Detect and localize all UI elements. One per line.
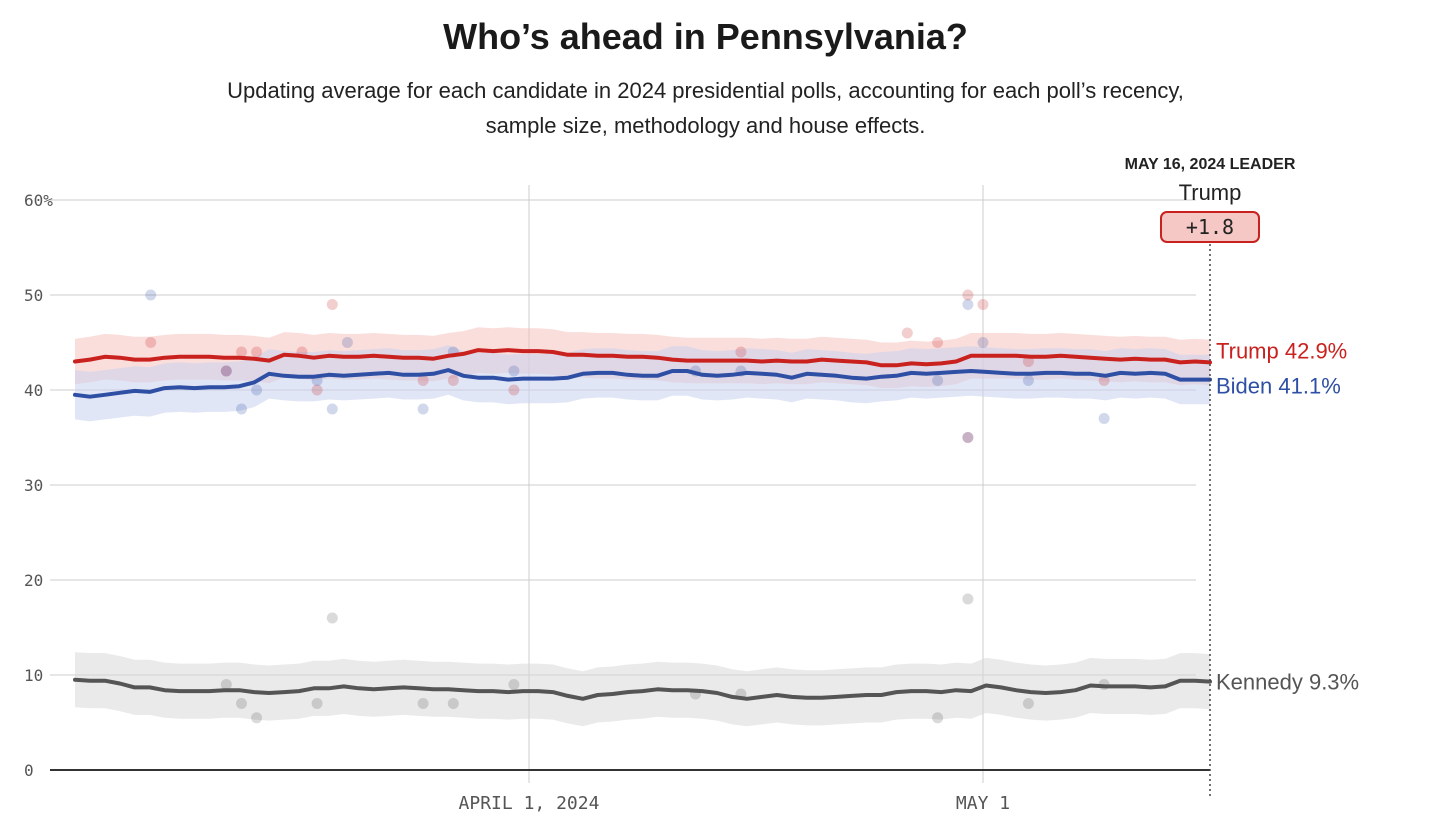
y-tick-label-40: 40: [24, 381, 43, 400]
trump-poll-dot: [251, 346, 263, 358]
biden-poll-dot: [417, 403, 429, 415]
subtitle-line-2: sample size, methodology and house effec…: [485, 113, 926, 138]
y-tick-label-30: 30: [24, 476, 43, 495]
uncertainty-bands: [75, 327, 1210, 727]
x-tick-label-0: APRIL 1, 2024: [459, 793, 600, 814]
trump-poll-dot: [447, 375, 459, 386]
trump-poll-dot: [932, 337, 944, 348]
kennedy-poll-dot: [447, 698, 459, 709]
kennedy-poll-dot: [1022, 698, 1034, 709]
x-tick-label-1: MAY 1: [956, 793, 1010, 814]
trump-poll-dot: [236, 346, 247, 358]
y-tick-label-20: 20: [24, 571, 43, 590]
y-tick-label-60: 60%: [24, 191, 53, 210]
biden-poll-dot: [508, 365, 520, 377]
y-tick-label-10: 10: [24, 666, 43, 685]
trump-poll-dot: [962, 289, 974, 301]
trump-poll-dot: [326, 299, 338, 310]
biden-average-line: [73, 368, 1212, 399]
kennedy-poll-dot: [311, 698, 323, 709]
y-tick-label-0: 0: [24, 761, 34, 780]
kennedy-poll-dot: [962, 593, 974, 605]
kennedy-poll-dot: [251, 712, 263, 724]
average-lines: [73, 348, 1212, 701]
page-subtitle: Updating average for each candidate in 2…: [0, 73, 1411, 143]
kennedy-poll-dot: [932, 712, 944, 724]
biden-poll-dot: [977, 337, 989, 348]
kennedy-poll-dot: [236, 698, 247, 709]
trump-end-label: Trump 42.9%: [1216, 338, 1347, 363]
biden-poll-dot: [932, 375, 944, 386]
biden-poll-dot: [962, 432, 974, 443]
kennedy-poll-dot: [220, 679, 232, 690]
axes: 0 10 20 30 40 50 60% APRIL 1, 2024 MAY 1: [24, 191, 1211, 814]
biden-poll-dot: [341, 337, 353, 348]
biden-poll-dot: [236, 403, 247, 415]
biden-poll-dot: [1022, 375, 1034, 386]
subtitle-line-1: Updating average for each candidate in 2…: [227, 78, 1184, 103]
trump-poll-dot: [508, 384, 520, 396]
kennedy-average-line: [73, 677, 1212, 701]
trump-poll-dot: [145, 337, 157, 348]
trump-poll-dot: [220, 365, 232, 377]
leader-name: Trump: [1179, 180, 1242, 205]
trump-poll-dot: [311, 384, 323, 396]
biden-end-label: Biden 41.1%: [1216, 374, 1341, 399]
biden-poll-dot: [251, 384, 263, 396]
trump-poll-dot: [735, 346, 747, 358]
leader-margin-badge: [1160, 211, 1260, 243]
leader-margin: +1.8: [1186, 215, 1234, 239]
biden-poll-dot: [962, 299, 974, 310]
biden-poll-dot: [145, 289, 157, 301]
biden-poll-dot: [1098, 413, 1110, 424]
biden-poll-dot: [220, 365, 232, 377]
trump-poll-dot: [1098, 375, 1110, 386]
trump-poll-dot: [901, 327, 913, 339]
trump-poll-dot: [962, 432, 974, 443]
kennedy-end-label: Kennedy 9.3%: [1216, 670, 1359, 695]
trump-poll-dot: [417, 375, 429, 386]
trump-poll-dot: [977, 299, 989, 310]
end-labels: Trump 42.9% Biden 41.1% Kennedy 9.3%: [1216, 338, 1359, 694]
kennedy-poll-dot: [326, 612, 338, 624]
y-tick-label-50: 50: [24, 286, 43, 305]
kennedy-poll-dot: [417, 698, 429, 709]
biden-poll-dot: [326, 403, 338, 415]
page-title: Who’s ahead in Pennsylvania?: [443, 16, 968, 57]
leader-heading: MAY 16, 2024 LEADER: [1125, 156, 1296, 173]
leader-callout: MAY 16, 2024 LEADER Trump +1.8: [1125, 156, 1296, 243]
kennedy-poll-dot: [508, 679, 520, 690]
trump-average-line: [73, 348, 1212, 368]
